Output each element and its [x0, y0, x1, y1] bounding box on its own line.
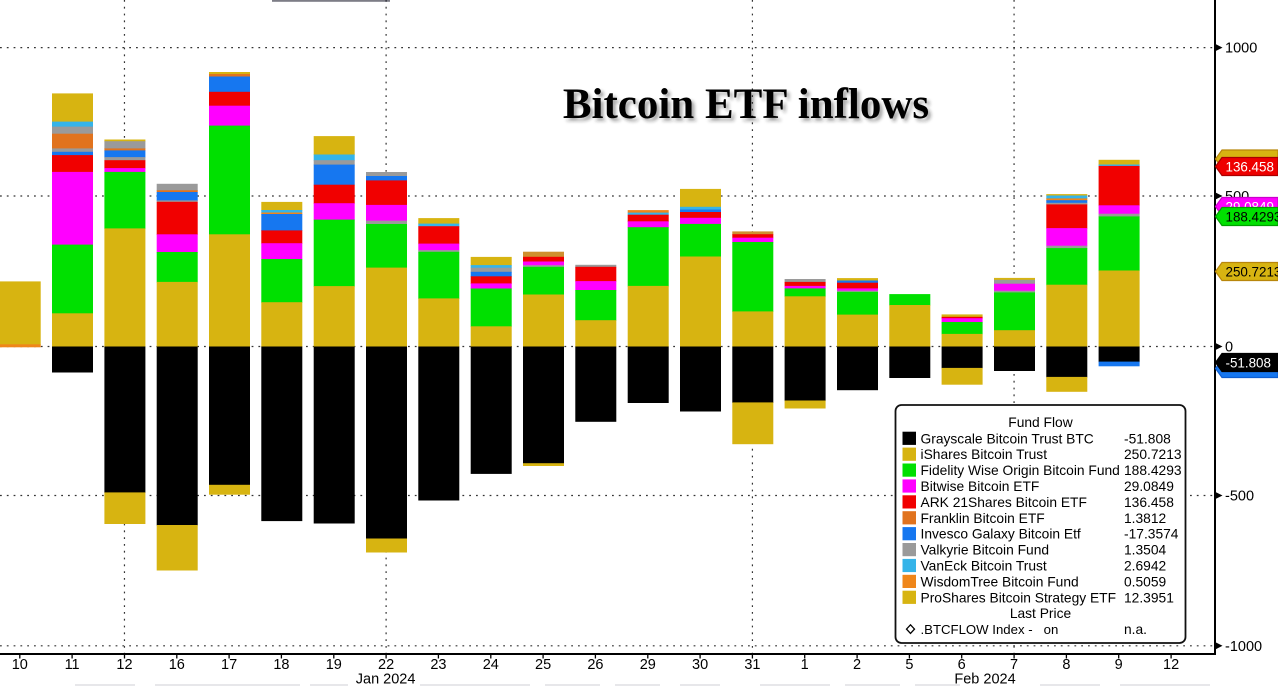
svg-text:Feb 2024: Feb 2024: [954, 672, 1015, 686]
svg-text:.BTCFLOW Index - on: .BTCFLOW Index - on: [921, 622, 1059, 637]
svg-text:Fund Flow: Fund Flow: [1008, 415, 1072, 430]
svg-text:22: 22: [378, 657, 394, 673]
svg-text:24: 24: [483, 657, 499, 673]
svg-text:-51.808: -51.808: [1226, 356, 1271, 371]
svg-text:8: 8: [1062, 657, 1070, 673]
svg-text:29.0849: 29.0849: [1124, 479, 1174, 494]
svg-text:VanEck Bitcoin Trust: VanEck Bitcoin Trust: [921, 559, 1047, 574]
svg-text:-500: -500: [1225, 489, 1254, 505]
svg-text:188.4293: 188.4293: [1124, 463, 1182, 478]
svg-text:iShares Bitcoin Trust: iShares Bitcoin Trust: [921, 447, 1048, 462]
svg-text:188.4293: 188.4293: [1226, 210, 1278, 225]
svg-text:136.458: 136.458: [1124, 495, 1174, 510]
svg-text:26: 26: [587, 657, 603, 673]
svg-text:7: 7: [1010, 657, 1018, 673]
svg-text:2: 2: [853, 657, 861, 673]
svg-text:2.6942: 2.6942: [1124, 559, 1166, 574]
svg-text:n.a.: n.a.: [1124, 622, 1147, 637]
svg-text:Grayscale Bitcoin Trust BTC: Grayscale Bitcoin Trust BTC: [921, 431, 1094, 446]
svg-text:12: 12: [1163, 657, 1179, 673]
svg-text:1: 1: [801, 657, 809, 673]
svg-text:-1000: -1000: [1225, 639, 1262, 655]
svg-text:9: 9: [1115, 657, 1123, 673]
svg-text:30: 30: [692, 657, 708, 673]
svg-text:12: 12: [116, 657, 132, 673]
svg-text:10: 10: [12, 657, 28, 673]
svg-text:Fidelity Wise Origin Bitcoin F: Fidelity Wise Origin Bitcoin Fund: [921, 463, 1120, 478]
svg-text:Bitcoin ETF inflows: Bitcoin ETF inflows: [563, 81, 929, 128]
svg-text:1.3812: 1.3812: [1124, 511, 1166, 526]
svg-text:6: 6: [958, 657, 966, 673]
svg-text:25: 25: [535, 657, 551, 673]
svg-text:0: 0: [1225, 340, 1233, 356]
svg-text:19: 19: [326, 657, 342, 673]
svg-text:31: 31: [744, 657, 760, 673]
svg-text:5: 5: [905, 657, 913, 673]
svg-text:ARK 21Shares Bitcoin ETF: ARK 21Shares Bitcoin ETF: [921, 495, 1087, 510]
svg-text:Bitwise Bitcoin ETF: Bitwise Bitcoin ETF: [921, 479, 1040, 494]
svg-text:18: 18: [273, 657, 289, 673]
svg-text:-17.3574: -17.3574: [1124, 527, 1179, 542]
svg-text:12.3951: 12.3951: [1124, 590, 1174, 605]
svg-text:-51.808: -51.808: [1124, 431, 1171, 446]
svg-text:WisdomTree Bitcoin Fund: WisdomTree Bitcoin Fund: [921, 574, 1079, 589]
svg-text:0.5059: 0.5059: [1124, 574, 1167, 589]
svg-text:1.3504: 1.3504: [1124, 543, 1167, 558]
svg-text:16: 16: [169, 657, 185, 673]
svg-text:ProShares Bitcoin Strategy ETF: ProShares Bitcoin Strategy ETF: [921, 590, 1117, 605]
svg-text:17: 17: [221, 657, 237, 673]
svg-text:Franklin Bitcoin ETF: Franklin Bitcoin ETF: [921, 511, 1045, 526]
svg-text:Valkyrie Bitcoin Fund: Valkyrie Bitcoin Fund: [921, 543, 1050, 558]
svg-text:Last Price: Last Price: [1010, 606, 1072, 621]
svg-text:Jan 2024: Jan 2024: [356, 672, 416, 686]
svg-text:23: 23: [430, 657, 446, 673]
svg-text:1000: 1000: [1225, 41, 1257, 57]
svg-text:Invesco Galaxy Bitcoin Etf: Invesco Galaxy Bitcoin Etf: [921, 527, 1081, 542]
svg-text:11: 11: [65, 657, 80, 673]
svg-text:29: 29: [640, 657, 656, 673]
svg-text:136.458: 136.458: [1226, 160, 1274, 175]
svg-text:250.7213: 250.7213: [1124, 447, 1182, 462]
svg-text:250.7213: 250.7213: [1226, 265, 1278, 280]
